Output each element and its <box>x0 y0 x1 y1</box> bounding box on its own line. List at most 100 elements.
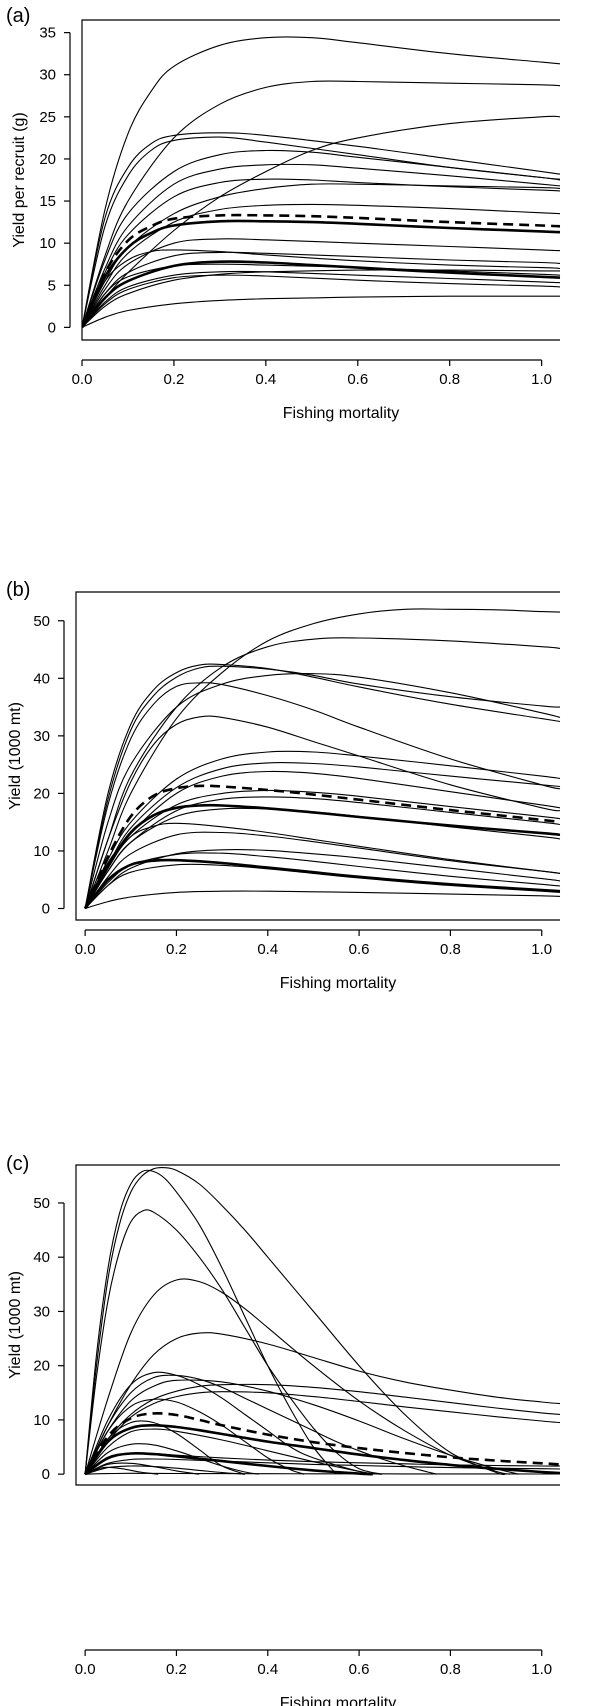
series-line-thin-19 <box>82 274 561 328</box>
x-tick-label: 0.4 <box>255 371 276 388</box>
series-line-thin-8 <box>84 1383 561 1475</box>
series-line-bold-19 <box>84 858 561 910</box>
series-line-thin-20 <box>82 295 561 328</box>
series-line-thin-21 <box>84 1466 159 1475</box>
series-line-thin-20 <box>84 863 561 909</box>
series-line-thin-0 <box>84 1166 506 1476</box>
y-tick-label: 50 <box>33 1195 50 1212</box>
y-axis-label: Yield per recruit (g) <box>11 112 28 247</box>
y-tick-label: 15 <box>39 193 56 210</box>
x-tick-label: 0.0 <box>75 941 96 958</box>
series-line-thin-6 <box>82 163 561 328</box>
plot-frame <box>81 19 560 341</box>
series-line-thin-9 <box>82 203 561 328</box>
x-tick-label: 1.0 <box>531 1661 552 1678</box>
series-line-thin-5 <box>82 149 561 328</box>
series-line-thin-15 <box>84 822 561 909</box>
x-tick-label: 0.0 <box>75 1661 96 1678</box>
series-line-thin-2 <box>82 115 561 328</box>
series-line-thin-16 <box>82 263 561 328</box>
series-line-thin-7 <box>84 750 561 909</box>
series-line-thin-11 <box>84 789 561 909</box>
x-tick-label: 0.4 <box>257 941 278 958</box>
y-tick-label: 35 <box>39 25 56 42</box>
x-tick-label: 0.8 <box>440 1661 461 1678</box>
y-tick-label: 50 <box>33 613 50 630</box>
x-axis-label: Fishing mortality <box>280 975 396 992</box>
y-tick-label: 0 <box>48 319 56 336</box>
panel-a: (a) 0 5 10 15 20 25 30 35 0.0 0.2 0.4 0.6 0.8 1.0 Fish… <box>6 5 561 422</box>
series-line-thin-4 <box>84 1332 561 1475</box>
series-line-thin-7 <box>84 1379 520 1475</box>
x-tick-label: 0.2 <box>166 941 187 958</box>
series-line-thin-18 <box>82 269 561 328</box>
x-tick-label: 0.4 <box>257 1661 278 1678</box>
series-line-thin-18 <box>84 1458 561 1475</box>
x-tick-label: 1.0 <box>531 371 552 388</box>
series-line-thin-3 <box>84 1278 510 1475</box>
x-axis-label: Fishing mortality <box>280 1695 396 1706</box>
y-tick-label: 25 <box>39 109 56 126</box>
series-line-thin-4 <box>84 673 561 909</box>
series-line-bold-17 <box>84 1451 373 1476</box>
series-line-thin-17 <box>84 848 561 909</box>
series-line-dashed-10 <box>82 213 561 328</box>
series-line-thin-12 <box>82 238 561 328</box>
y-axis-label: Yield (1000 mt) <box>7 702 24 810</box>
y-tick-label: 20 <box>39 151 56 168</box>
series-line-thin-1 <box>84 637 561 909</box>
y-tick-label: 20 <box>33 785 50 802</box>
y-tick-label: 30 <box>33 1303 50 1320</box>
series-line-thin-14 <box>84 1428 373 1475</box>
series-line-thin-7 <box>82 178 561 328</box>
panel-label-b: (b) <box>6 579 30 601</box>
x-tick-label: 0.0 <box>72 371 93 388</box>
plot-frame <box>75 591 560 921</box>
series-line-thin-8 <box>84 761 561 909</box>
y-tick-label: 40 <box>33 1249 50 1266</box>
series-line-thin-17 <box>82 270 561 328</box>
series-line-bold-15 <box>82 260 561 329</box>
y-tick-label: 0 <box>42 1466 50 1483</box>
series-line-bold-11 <box>82 219 561 328</box>
series-line-thin-21 <box>84 890 561 910</box>
series-line-thin-6 <box>84 715 561 909</box>
y-tick-label: 30 <box>33 728 50 745</box>
series-line-thin-14 <box>84 807 561 909</box>
y-tick-label: 40 <box>33 670 50 687</box>
x-axis-label: Fishing mortality <box>283 405 399 422</box>
y-tick-label: 0 <box>42 900 50 917</box>
x-tick-label: 0.2 <box>166 1661 187 1678</box>
series-line-dashed-10 <box>83 784 561 910</box>
y-tick-label: 20 <box>33 1358 50 1375</box>
panel-c: (c) 0 10 20 30 40 50 0.0 0.2 0.4 0.6 0.8 1.0 Fishing… <box>6 1153 561 1706</box>
series-line-thin-0 <box>84 608 561 909</box>
x-tick-label: 0.6 <box>349 941 370 958</box>
y-tick-label: 10 <box>39 235 56 252</box>
series-line-thin-1 <box>82 80 561 328</box>
series-line-thin-22 <box>85 1472 560 1475</box>
series-line-thin-10 <box>84 1398 305 1475</box>
series-line-bold-13 <box>83 803 561 910</box>
series-line-thin-19 <box>84 1462 200 1475</box>
y-axis-label: Yield (1000 mt) <box>7 1271 24 1379</box>
panel-b: (b) 0 10 20 30 40 50 0.0 0.2 0.4 0.6 0.8 1.0 Fishing… <box>6 579 561 992</box>
panel-label-c: (c) <box>6 1153 29 1175</box>
series-line-dashed-12 <box>83 1411 561 1475</box>
panel-label-a: (a) <box>6 5 30 27</box>
series-line-thin-3 <box>82 132 561 328</box>
series-line-thin-5 <box>84 682 561 909</box>
series-line-thin-0 <box>82 36 561 328</box>
y-tick-label: 10 <box>33 1412 50 1429</box>
series-line-thin-2 <box>84 663 561 909</box>
series-line-thin-9 <box>84 1391 561 1475</box>
y-tick-label: 30 <box>39 67 56 84</box>
series-line-thin-15 <box>84 1443 259 1475</box>
x-tick-label: 0.6 <box>347 371 368 388</box>
plot-frame <box>75 1164 560 1486</box>
series-line-thin-1 <box>84 1169 337 1475</box>
x-tick-label: 0.6 <box>349 1661 370 1678</box>
x-tick-label: 0.2 <box>163 371 184 388</box>
series-line-thin-6 <box>84 1374 437 1475</box>
